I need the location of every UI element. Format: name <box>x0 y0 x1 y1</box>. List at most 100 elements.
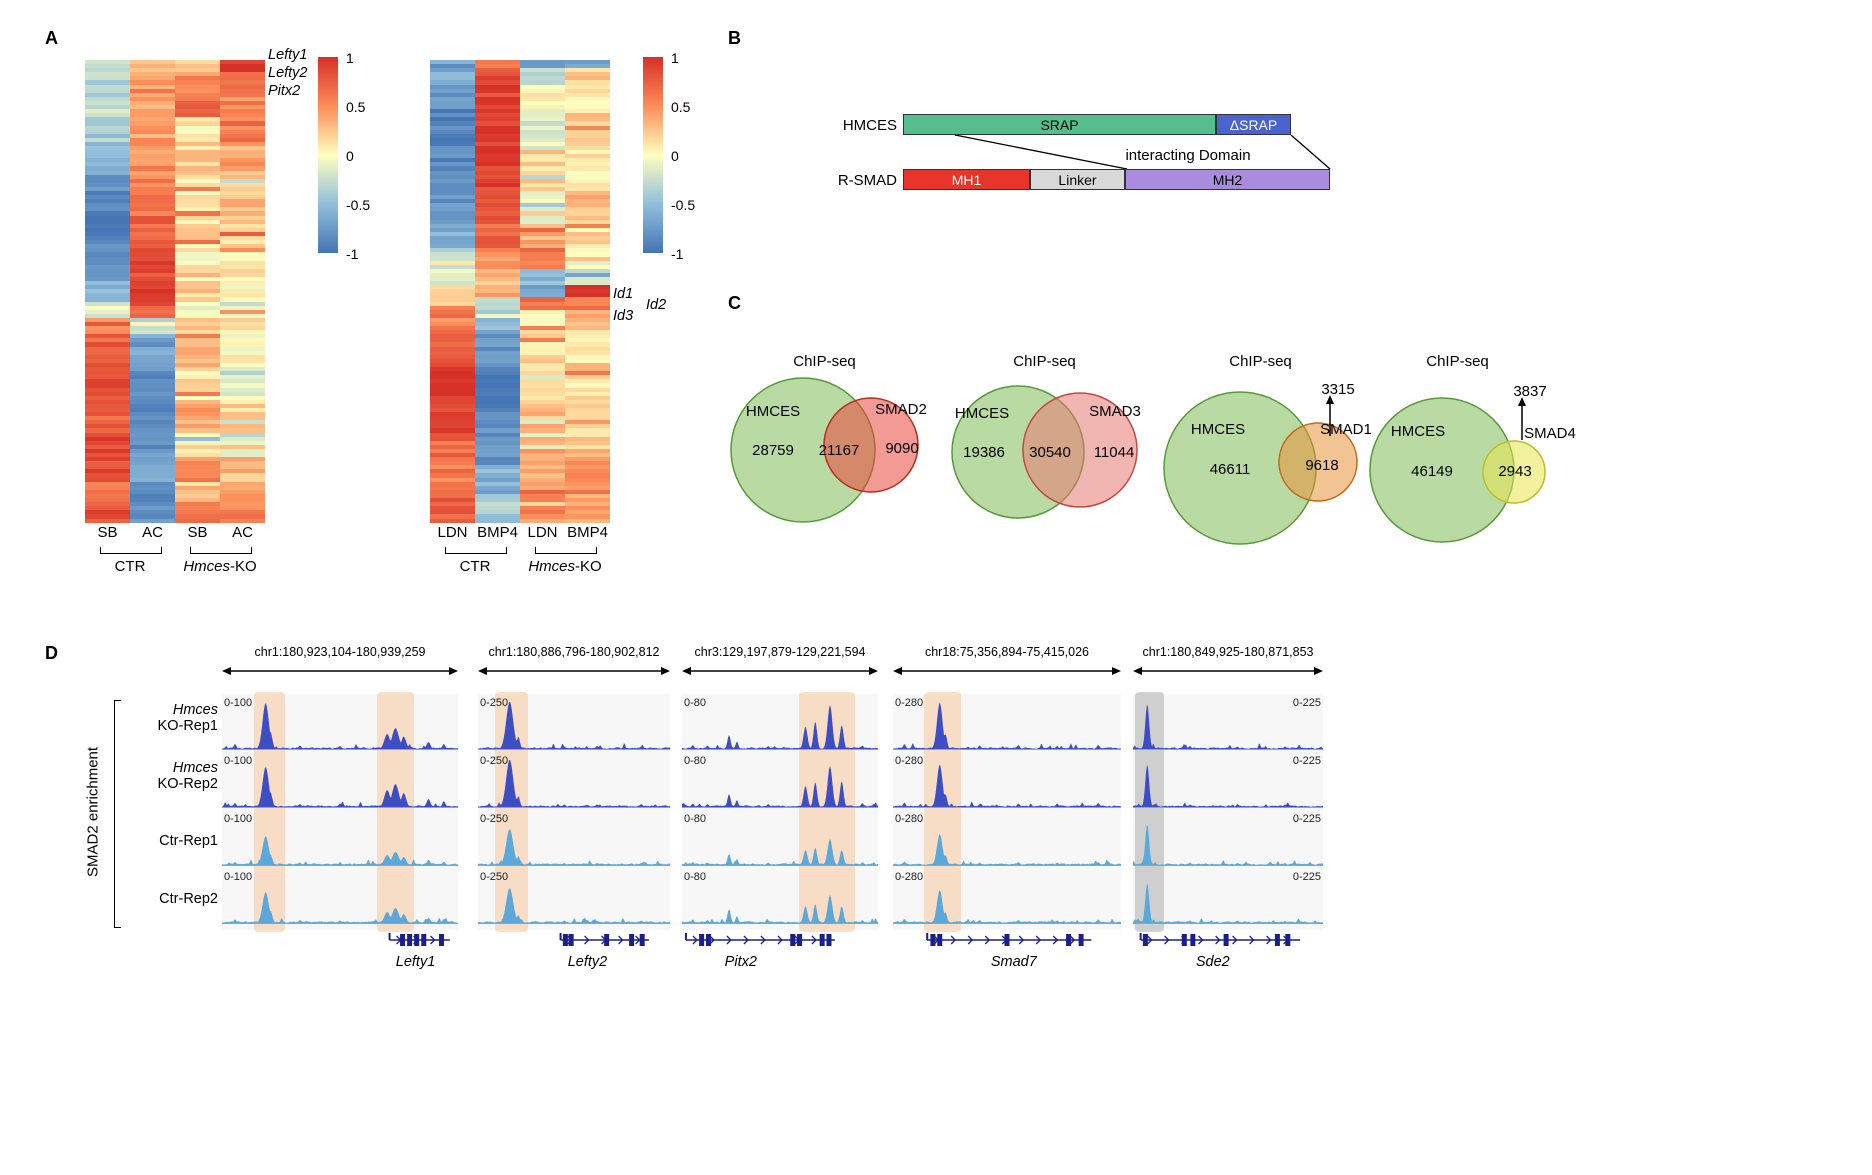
heatmap-cell <box>220 518 265 523</box>
heatmap-cell <box>565 461 610 466</box>
heatmap-cell <box>130 514 175 519</box>
heatmap-row <box>85 207 265 212</box>
heatmap-cell <box>85 60 130 65</box>
heatmap-cell <box>85 72 130 77</box>
heatmap-row <box>85 461 265 466</box>
heatmap-cell <box>520 444 565 449</box>
heatmap-cell <box>130 96 175 101</box>
heatmap-row <box>85 469 265 474</box>
heatmap-cell <box>175 182 220 187</box>
heatmap-cell <box>430 436 475 441</box>
track-scale-label: 0-225 <box>1292 871 1321 883</box>
heatmap-row <box>430 489 610 494</box>
heatmap-cell <box>130 64 175 69</box>
heatmap-cell <box>475 162 520 167</box>
heatmap-cell <box>220 72 265 77</box>
heatmap-cell <box>520 350 565 355</box>
heatmap-cell <box>520 260 565 265</box>
heatmap-cell <box>430 178 475 183</box>
heatmap-cell <box>220 371 265 376</box>
heatmap-cell <box>175 137 220 142</box>
heatmap-row <box>85 121 265 126</box>
heatmap-cell <box>130 244 175 249</box>
heatmap-cell <box>175 150 220 155</box>
heatmap-cell <box>85 493 130 499</box>
heatmap-cell <box>430 256 475 261</box>
heatmap-cell <box>520 477 565 482</box>
heatmap-cell <box>520 223 565 228</box>
heatmap-cell <box>520 182 565 187</box>
heatmap-cell <box>430 322 475 327</box>
heatmap-cell <box>85 346 130 351</box>
colorbar-tick: 0 <box>346 148 354 164</box>
heatmap-cell <box>220 186 265 191</box>
heatmap-row <box>430 453 610 458</box>
heatmap-cell <box>220 362 265 368</box>
heatmap-cell <box>520 362 565 368</box>
heatmap-row <box>430 514 610 519</box>
heatmap-cell <box>475 121 520 126</box>
heatmap-cell <box>85 174 130 179</box>
heatmap-cell <box>475 395 520 400</box>
heatmap-cell <box>220 100 265 106</box>
svg-text:ChIP-seq: ChIP-seq <box>793 353 856 370</box>
track-scale-label: 0-280 <box>895 755 924 767</box>
heatmap-cell <box>220 375 265 380</box>
heatmap-cell <box>520 453 565 458</box>
colorbar-tick: 0 <box>671 148 679 164</box>
heatmap-cell <box>130 285 175 290</box>
heatmap-row <box>85 453 265 458</box>
heatmap-cell <box>175 109 220 114</box>
heatmap-cell <box>220 395 265 400</box>
heatmap-cell <box>565 76 610 81</box>
heatmap-cell <box>130 395 175 400</box>
heatmap-cell <box>130 481 175 486</box>
heatmap-cell <box>430 346 475 351</box>
heatmap-cell <box>430 440 475 445</box>
heatmap-row <box>430 469 610 474</box>
heatmap-row <box>85 412 265 417</box>
heatmap-cell <box>130 186 175 191</box>
heatmap-cell <box>85 375 130 380</box>
heatmap-row <box>85 358 265 363</box>
heatmap-cell <box>520 428 565 433</box>
venn-circle-smad3 <box>1022 392 1138 508</box>
heatmap-row <box>85 346 265 351</box>
heatmap-cell <box>430 215 475 220</box>
heatmap-cell <box>520 506 565 511</box>
heatmap-cell <box>430 72 475 77</box>
heatmap-row <box>85 88 265 93</box>
heatmap-cell <box>430 448 475 453</box>
heatmap-cell <box>175 453 220 458</box>
venn-hmces-smad1: ChIP-seq HMCES SMAD1 46611 9618 3315 <box>1163 353 1372 545</box>
heatmap-cell <box>175 96 220 101</box>
heatmap-cell <box>220 248 265 253</box>
heatmap-cell <box>430 457 475 462</box>
heatmap-row <box>85 342 265 347</box>
heatmap-row <box>430 289 610 294</box>
hmces-domain-bar: SRAP ΔSRAP <box>903 114 1291 135</box>
track-scale-label: 0-80 <box>684 871 707 883</box>
heatmap-cell <box>475 322 520 327</box>
heatmap-cell <box>130 182 175 187</box>
heatmap-cell <box>220 252 265 257</box>
heatmap-cell <box>565 416 610 421</box>
heatmap-cell <box>430 84 475 89</box>
heatmap-cell <box>175 64 220 69</box>
heatmap-cell <box>430 326 475 331</box>
col-label-ldn1: LDN <box>437 524 468 541</box>
svg-text:28759: 28759 <box>752 442 794 459</box>
heatmap-cell <box>130 88 175 93</box>
heatmap-cell <box>175 80 220 85</box>
heatmap-cell <box>475 72 520 77</box>
heatmap-cell <box>130 362 175 368</box>
heatmap-row <box>85 502 265 507</box>
heatmap-cell <box>520 432 565 437</box>
heatmap-row <box>85 154 265 159</box>
heatmap-cell <box>175 191 220 196</box>
heatmap-cell <box>430 203 475 208</box>
heatmap-row <box>430 129 610 134</box>
heatmap-cell <box>175 84 220 89</box>
heatmap-cell <box>175 260 220 265</box>
heatmap-cell <box>130 121 175 126</box>
